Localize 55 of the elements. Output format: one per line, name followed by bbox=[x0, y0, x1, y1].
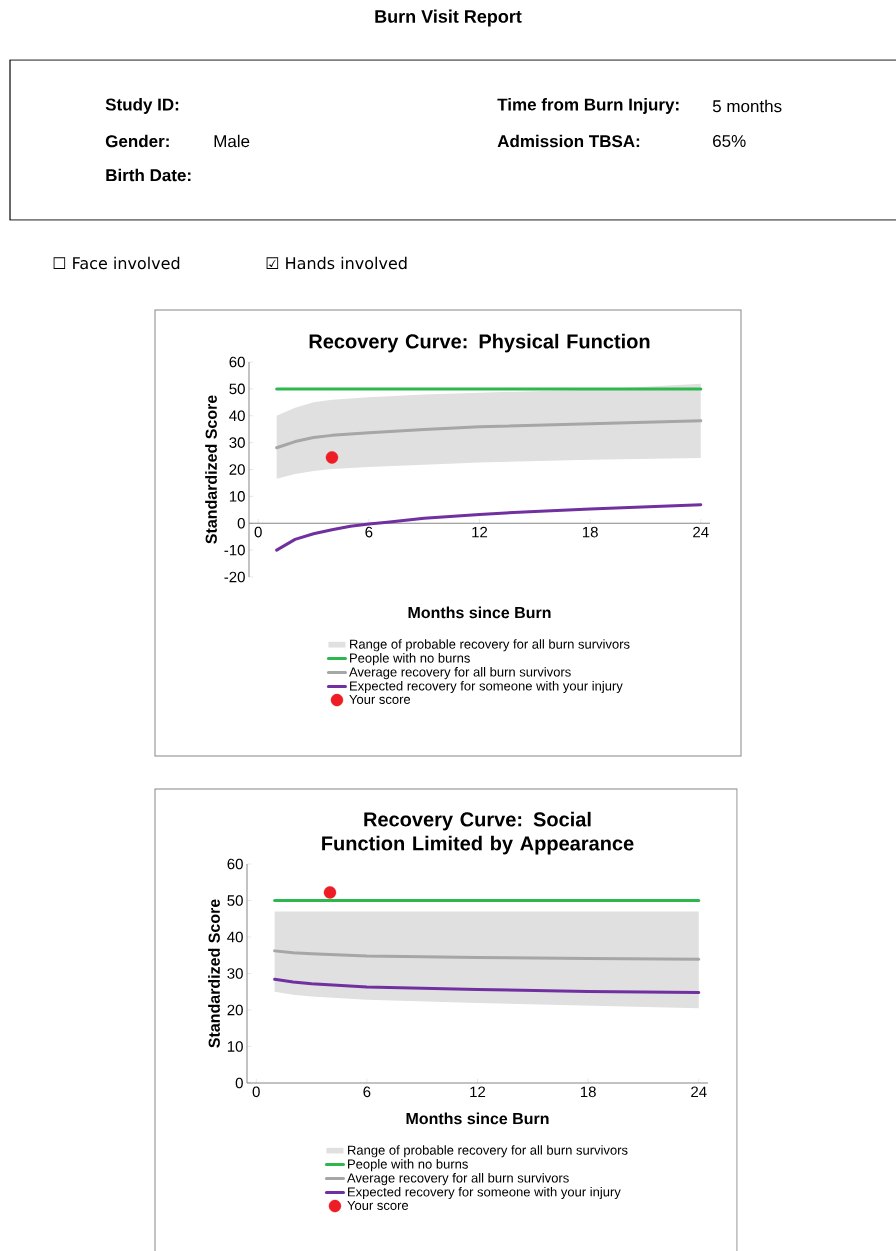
legend-label: Average recovery for all burn survivors bbox=[347, 1173, 569, 1186]
legend-label: Your score bbox=[347, 1200, 409, 1210]
text: Range of probable recovery for all burn survivors bbox=[350, 639, 630, 652]
legend-label: Your score bbox=[349, 694, 411, 704]
x-tick-label: 0 bbox=[254, 526, 262, 538]
legend-label: Expected recovery for someone with your injury bbox=[350, 680, 623, 694]
x-tick-label: 18 bbox=[582, 526, 598, 538]
x-axis-title: Months since Burn bbox=[406, 1112, 549, 1125]
text: Burn Visit Report bbox=[375, 9, 522, 27]
text: Male bbox=[214, 134, 250, 148]
text: Time from Burn Injury: bbox=[497, 98, 679, 114]
line-series bbox=[273, 949, 701, 961]
text: ☐ Face involved bbox=[53, 256, 180, 270]
chart-title: Recovery Curve: Social Function Limited by Appearance bbox=[322, 811, 634, 855]
text: ☑ Hands involved bbox=[266, 256, 407, 270]
y-tick-label: 20 bbox=[227, 1004, 243, 1016]
y-tick-label: 0 bbox=[235, 1077, 243, 1089]
y-tick-label: 60 bbox=[229, 356, 245, 368]
text: 65% bbox=[713, 134, 746, 148]
y-tick-label: 0 bbox=[237, 517, 245, 529]
y-tick-label: 60 bbox=[227, 858, 243, 870]
y-tick-label: 30 bbox=[229, 437, 245, 448]
chart-title: Recovery Curve: Physical Function bbox=[309, 333, 650, 353]
y-tick-label: 10 bbox=[227, 1041, 243, 1052]
x-tick-label: 12 bbox=[472, 526, 488, 538]
text: Gender: bbox=[105, 134, 169, 148]
line-series bbox=[273, 977, 701, 994]
text: 5 months bbox=[712, 99, 782, 113]
x-tick-label: 24 bbox=[693, 526, 709, 538]
legend-label: Expected recovery for someone with your injury bbox=[348, 1186, 621, 1200]
y-axis-title: Standardized Score bbox=[205, 395, 217, 544]
y-tick-label: 40 bbox=[227, 931, 243, 943]
y-axis-title: Standardized Score bbox=[208, 899, 220, 1048]
x-tick-label: 18 bbox=[580, 1086, 596, 1098]
x-axis-title: Months since Burn bbox=[408, 606, 551, 619]
y-tick-label: 10 bbox=[229, 491, 245, 502]
legend-label: Average recovery for all burn survivors bbox=[349, 667, 571, 680]
y-tick-label: 50 bbox=[227, 895, 243, 906]
x-tick-label: 6 bbox=[365, 526, 373, 538]
x-tick-label: 6 bbox=[363, 1086, 371, 1098]
y-tick-label: 40 bbox=[229, 410, 245, 422]
text: Study ID: bbox=[105, 98, 179, 114]
x-tick-label: 24 bbox=[691, 1086, 707, 1097]
legend-label: People with no burns bbox=[348, 1159, 468, 1172]
text: Admission TBSA: bbox=[497, 134, 640, 148]
x-tick-label: 12 bbox=[470, 1086, 486, 1097]
y-tick-label: -20 bbox=[224, 571, 245, 583]
x-tick-label: 0 bbox=[252, 1086, 260, 1098]
y-tick-label: -10 bbox=[224, 544, 245, 556]
y-tick-label: 50 bbox=[229, 383, 245, 395]
y-tick-label: 20 bbox=[229, 464, 245, 475]
y-tick-label: 30 bbox=[227, 968, 243, 979]
text: Range of probable recovery for all burn survivors bbox=[348, 1145, 628, 1158]
text: Birth Date: bbox=[106, 168, 191, 182]
legend-label: People with no burns bbox=[350, 653, 470, 666]
